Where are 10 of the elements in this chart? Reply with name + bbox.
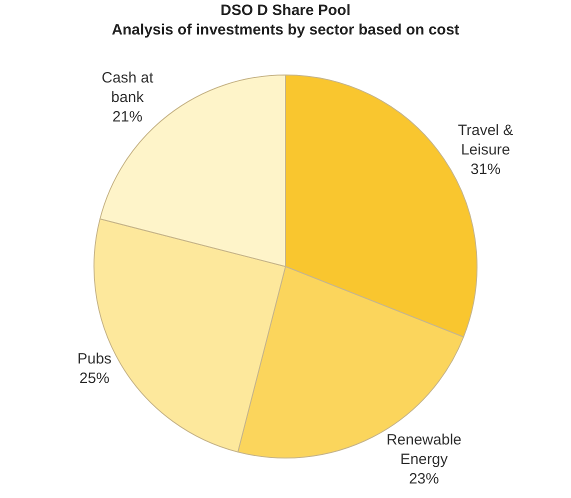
data-label: 31% [470, 161, 501, 178]
slice-label: Travel & Leisure [458, 122, 514, 159]
slice-label: Cash at bank [102, 70, 154, 106]
slice-label: Renewable Energy [386, 431, 462, 468]
slice-label: Pubs [77, 350, 112, 368]
data-label: 23% [408, 470, 439, 488]
chart-title: DSO D Share Pool [220, 2, 351, 19]
data-label: 25% [79, 370, 110, 387]
data-label: 21% [112, 108, 142, 126]
chart-subtitle: Analysis of investments by sector based on cost [112, 21, 460, 38]
